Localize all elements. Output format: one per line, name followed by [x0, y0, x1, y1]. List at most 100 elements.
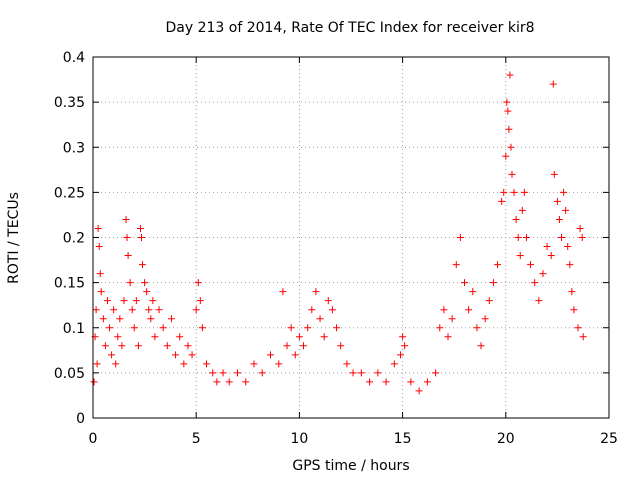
data-point — [242, 378, 250, 386]
y-tick-label: 0.2 — [63, 231, 85, 247]
data-point — [304, 324, 312, 332]
data-point — [357, 369, 365, 377]
data-point — [92, 306, 100, 314]
data-point — [126, 279, 134, 287]
data-point — [507, 143, 515, 151]
data-point — [159, 324, 167, 332]
data-point — [219, 369, 227, 377]
data-point — [233, 369, 241, 377]
data-point — [209, 369, 217, 377]
data-point — [448, 315, 456, 323]
data-point — [320, 333, 328, 341]
data-point — [116, 315, 124, 323]
data-point — [560, 188, 568, 196]
data-point — [527, 261, 535, 269]
data-point — [225, 378, 233, 386]
data-point — [512, 215, 520, 223]
data-point — [180, 360, 188, 368]
data-point — [101, 342, 109, 350]
data-point — [203, 360, 211, 368]
x-tick-label: 15 — [394, 431, 412, 447]
data-point — [549, 80, 557, 88]
y-tick-label: 0.3 — [63, 140, 85, 156]
data-point — [138, 234, 146, 241]
data-point — [407, 378, 415, 386]
data-point — [328, 306, 336, 314]
grid-lines — [93, 57, 609, 418]
data-point — [436, 324, 444, 332]
data-point — [397, 351, 405, 359]
data-point — [308, 306, 316, 314]
data-point — [579, 333, 587, 341]
data-point — [510, 188, 518, 196]
plot-frame — [92, 56, 610, 419]
data-point — [520, 188, 528, 196]
data-point — [149, 297, 157, 305]
data-point — [558, 234, 566, 241]
data-point — [283, 342, 291, 350]
data-point — [382, 378, 390, 386]
y-tick-label: 0.15 — [54, 276, 85, 292]
y-tick-label: 0.05 — [54, 366, 85, 382]
data-point — [163, 342, 171, 350]
data-point — [504, 107, 512, 115]
data-point — [188, 351, 196, 359]
data-point — [134, 342, 142, 350]
data-point — [94, 224, 102, 232]
data-point — [130, 324, 138, 332]
data-point — [399, 333, 407, 341]
x-tick-label: 20 — [497, 431, 515, 447]
data-point — [494, 261, 502, 269]
x-tick-label: 10 — [290, 431, 308, 447]
data-point — [452, 261, 460, 269]
data-point — [498, 197, 506, 205]
data-point — [576, 224, 584, 232]
chart-title: Day 213 of 2014, Rate Of TEC Index for r… — [165, 20, 534, 36]
x-tick-labels: 0 5 10 15 20 25 — [89, 431, 618, 447]
data-point — [547, 252, 555, 260]
data-point — [95, 243, 103, 251]
data-point — [465, 306, 473, 314]
data-point — [485, 297, 493, 305]
data-point — [143, 288, 151, 296]
data-point — [250, 360, 258, 368]
y-tick-labels: 0 0.05 0.1 0.15 0.2 0.25 0.3 0.35 0.4 — [54, 50, 85, 427]
data-point — [366, 378, 374, 386]
data-point — [194, 279, 202, 287]
data-point — [132, 297, 140, 305]
x-tick-label: 5 — [192, 431, 201, 447]
data-point — [108, 351, 116, 359]
y-tick-label: 0.1 — [63, 321, 85, 337]
data-point — [196, 297, 204, 305]
data-point — [124, 252, 132, 260]
data-marks — [90, 71, 587, 395]
data-point — [508, 170, 516, 178]
data-point — [184, 342, 192, 350]
data-point — [316, 315, 324, 323]
data-point — [167, 315, 175, 323]
data-point — [531, 279, 539, 287]
data-point — [566, 261, 574, 269]
data-point — [145, 306, 153, 314]
data-point — [141, 279, 149, 287]
data-point — [343, 360, 351, 368]
data-point — [568, 288, 576, 296]
data-point — [401, 342, 409, 350]
data-point — [96, 270, 104, 278]
data-point — [489, 279, 497, 287]
y-tick-label: 0.35 — [54, 95, 85, 111]
data-point — [287, 324, 295, 332]
data-point — [473, 324, 481, 332]
data-point — [198, 324, 206, 332]
data-point — [423, 378, 431, 386]
data-point — [122, 215, 130, 223]
axis-ticks — [92, 56, 610, 419]
data-point — [103, 297, 111, 305]
data-point — [151, 333, 159, 341]
data-point — [192, 306, 200, 314]
data-point — [578, 234, 586, 241]
data-point — [506, 71, 514, 79]
x-tick-label: 0 — [89, 431, 98, 447]
y-axis-title: ROTI / TECUs — [6, 192, 22, 284]
data-point — [128, 306, 136, 314]
